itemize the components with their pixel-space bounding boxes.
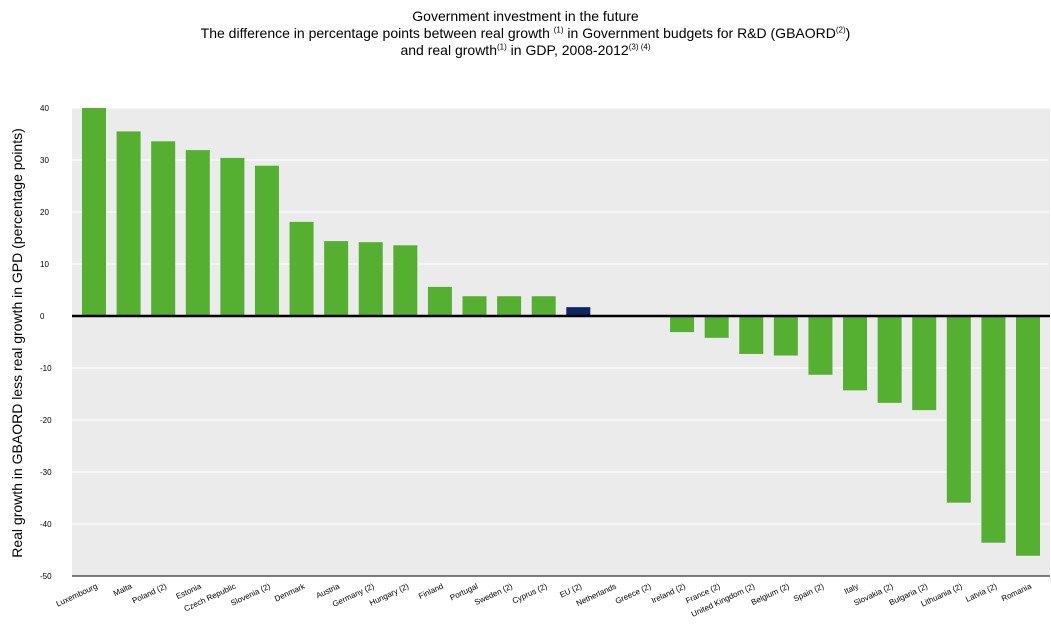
x-tick-label: Netherlands — [575, 582, 618, 608]
bar — [151, 141, 176, 316]
subtitle-text-a: The difference in percentage points betw… — [200, 25, 550, 41]
bar — [220, 157, 245, 316]
y-tick-label: -10 — [40, 364, 52, 373]
bar — [185, 150, 210, 316]
bar — [82, 108, 106, 316]
subtitle-text-d: and real growth — [400, 42, 497, 58]
x-tick-label: Denmark — [273, 581, 307, 603]
x-tick-label: Poland (2) — [131, 582, 169, 606]
x-tick-label: Spain (2) — [792, 582, 826, 604]
plot-background — [72, 108, 1050, 576]
chart-subtitle-line-1: The difference in percentage points betw… — [0, 25, 1051, 42]
bar — [912, 316, 937, 411]
subtitle-text-c: ) — [845, 25, 851, 41]
bar — [773, 316, 798, 356]
x-tick-label: Finland — [417, 582, 445, 601]
x-tick-label: Latvia (2) — [964, 582, 998, 604]
y-tick-label: 0 — [40, 312, 45, 321]
bar — [393, 245, 418, 316]
y-axis-ticks: 40 30 20 10 0 -10 -20 -30 -40 -50 — [40, 104, 52, 581]
bar — [704, 316, 729, 338]
x-tick-label: Malta — [112, 581, 134, 598]
chart-title: Government investment in the future — [412, 8, 639, 24]
bar — [739, 316, 764, 354]
x-tick-label: Slovenia (2) — [229, 582, 272, 608]
subtitle-text-e: in GDP, 2008-2012 — [510, 42, 629, 58]
x-tick-label: Slovakia (2) — [852, 582, 894, 608]
y-tick-label: 40 — [40, 104, 49, 113]
bar — [324, 241, 349, 316]
bar — [808, 316, 833, 375]
x-tick-label: Greece (2) — [614, 582, 653, 606]
x-tick-label: Cyprus (2) — [511, 582, 549, 606]
footnote-ref: (3) (4) — [628, 42, 651, 52]
y-axis-label: Real growth in GBAORD less real growth i… — [9, 128, 25, 558]
y-tick-label: -30 — [40, 468, 52, 477]
bar — [981, 316, 1006, 543]
y-tick-label: -40 — [40, 520, 52, 529]
bar — [670, 316, 695, 333]
bar — [531, 296, 556, 316]
x-tick-label: Romania — [1000, 581, 1033, 603]
bar — [566, 307, 591, 316]
y-tick-label: -20 — [40, 416, 52, 425]
bar — [946, 316, 971, 503]
bar — [289, 221, 314, 316]
bar — [497, 296, 522, 316]
chart-subtitle-line-2: and real growth(1) in GDP, 2008-2012(3) … — [0, 42, 1051, 59]
bar — [254, 165, 279, 316]
bars — [82, 108, 1040, 556]
chart-title-block: Government investment in the future The … — [0, 8, 1051, 59]
bar — [358, 242, 383, 316]
x-tick-label: Ireland (2) — [650, 582, 687, 606]
bar — [843, 316, 868, 391]
y-tick-label: 10 — [40, 260, 49, 269]
subtitle-text-b: in Government budgets for R&D (GBAORD — [567, 25, 836, 41]
x-tick-label: Luxembourg — [55, 582, 99, 609]
y-tick-label: 30 — [40, 156, 49, 165]
bar — [877, 316, 902, 403]
x-tick-label: Hungary (2) — [368, 582, 410, 608]
bar — [116, 131, 141, 316]
x-tick-label: Italy — [843, 582, 860, 596]
y-tick-label: -50 — [40, 572, 52, 581]
x-tick-label: Belgium (2) — [750, 582, 791, 608]
footnote-ref: (1) — [497, 42, 507, 52]
bar — [427, 286, 452, 316]
footnote-ref: (1) — [553, 25, 564, 35]
footnote-ref: (2) — [835, 25, 846, 35]
bar — [1016, 316, 1040, 556]
bar — [462, 296, 487, 316]
x-tick-label: Sweden (2) — [473, 582, 514, 608]
y-tick-label: 20 — [40, 208, 49, 217]
x-tick-label: United Kingdom (2) — [690, 582, 757, 619]
